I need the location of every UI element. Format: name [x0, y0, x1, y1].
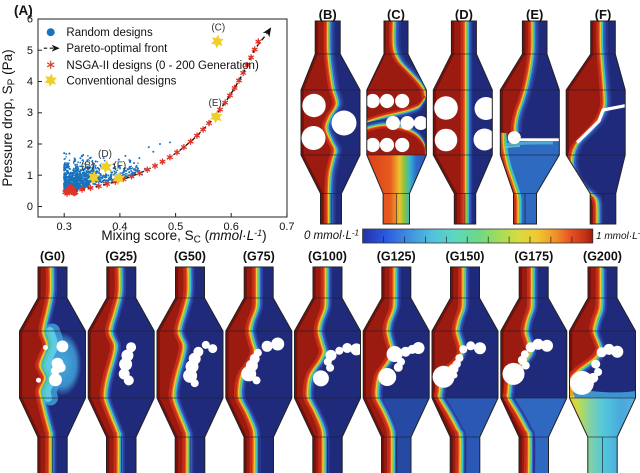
svg-text:0.6: 0.6	[224, 221, 239, 233]
svg-text:5: 5	[27, 45, 33, 57]
svg-text:(G200): (G200)	[583, 250, 622, 264]
svg-text:(C): (C)	[387, 7, 405, 22]
svg-text:(G150): (G150)	[446, 250, 485, 264]
svg-text:(G25): (G25)	[105, 250, 137, 264]
svg-text:(B): (B)	[319, 7, 337, 22]
svg-text:4: 4	[27, 76, 33, 88]
svg-text:NSGA-II designs (0 - 200 Gener: NSGA-II designs (0 - 200 Generation)	[66, 60, 259, 72]
svg-text:0.7: 0.7	[279, 221, 294, 233]
svg-text:1: 1	[27, 170, 33, 182]
svg-text:6: 6	[27, 14, 33, 26]
svg-text:0.4: 0.4	[112, 221, 127, 233]
svg-text:(G175): (G175)	[514, 250, 553, 264]
svg-text:(B): (B)	[81, 160, 94, 171]
svg-text:(C): (C)	[211, 23, 225, 34]
svg-text:0.3: 0.3	[57, 221, 72, 233]
svg-text:(G75): (G75)	[243, 250, 275, 264]
svg-text:(D): (D)	[455, 7, 473, 22]
svg-text:(E): (E)	[209, 98, 222, 109]
svg-text:(G0): (G0)	[40, 250, 65, 264]
svg-text:1 mmol·L-1: 1 mmol·L-1	[596, 231, 640, 243]
svg-text:(F): (F)	[595, 7, 612, 22]
svg-text:3: 3	[27, 107, 33, 119]
svg-text:(F): (F)	[113, 160, 126, 171]
svg-text:(A): (A)	[14, 3, 33, 18]
svg-text:0.5: 0.5	[168, 221, 183, 233]
svg-text:2: 2	[27, 139, 33, 151]
svg-text:0 mmol·L-1: 0 mmol·L-1	[304, 229, 359, 243]
svg-text:Pressure drop, SP (Pa): Pressure drop, SP (Pa)	[0, 49, 18, 186]
svg-text:(E): (E)	[526, 7, 543, 22]
svg-text:(G100): (G100)	[308, 250, 347, 264]
svg-text:Random designs: Random designs	[66, 27, 153, 39]
svg-text:(G50): (G50)	[174, 250, 206, 264]
svg-text:Conventional designs: Conventional designs	[66, 75, 176, 87]
svg-text:0: 0	[27, 201, 33, 213]
svg-text:Pareto-optimal front: Pareto-optimal front	[66, 43, 168, 55]
svg-text:Mixing score, SC (mmol·L-1): Mixing score, SC (mmol·L-1)	[101, 228, 266, 246]
svg-text:(G125): (G125)	[377, 250, 416, 264]
svg-text:(D): (D)	[98, 149, 112, 160]
